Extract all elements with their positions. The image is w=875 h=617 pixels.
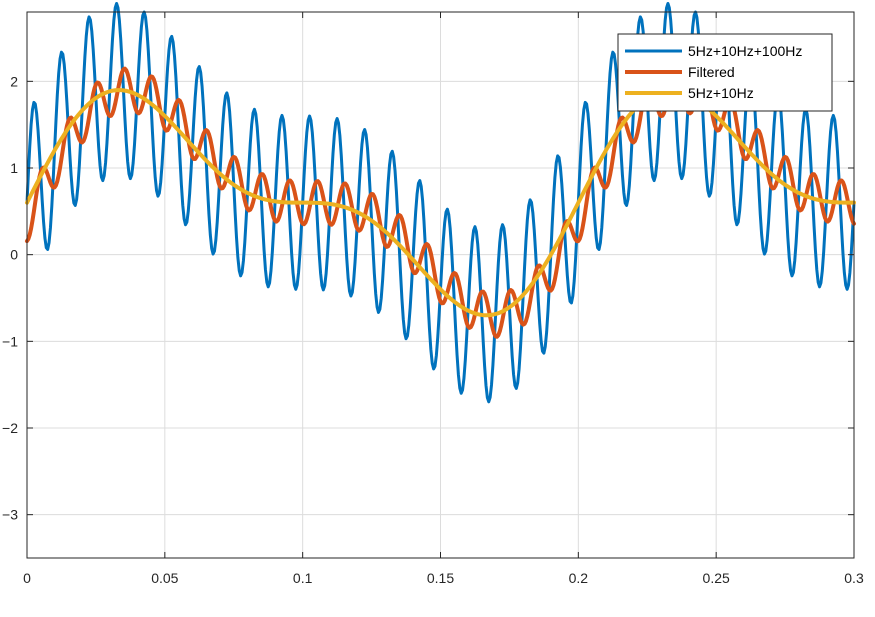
legend: 5Hz+10Hz+100Hz Filtered 5Hz+10Hz <box>617 33 833 112</box>
x-tick-label: 0 <box>23 570 31 586</box>
x-tick-label: 0.2 <box>569 570 589 586</box>
x-tick-label: 0.15 <box>427 570 454 586</box>
grid-lines <box>26 12 855 558</box>
x-tick-label: 0.05 <box>151 570 178 586</box>
x-tick-label: 0.1 <box>293 570 313 586</box>
x-tick-label: 0.25 <box>703 570 730 586</box>
y-tick-label: −3 <box>2 507 18 523</box>
series-line-2 <box>25 88 856 318</box>
axis-ticks: 0 0.05 0.1 0.15 0.2 0.25 0.3 −3 −2 −1 0 1 2 <box>2 12 864 586</box>
y-tick-label: −1 <box>2 333 18 349</box>
legend-label: 5Hz+10Hz <box>688 85 754 101</box>
y-tick-label: 1 <box>10 160 18 176</box>
legend-label: 5Hz+10Hz+100Hz <box>688 43 802 59</box>
x-tick-label: 0.3 <box>844 570 864 586</box>
data-series <box>25 1 856 404</box>
y-tick-label: −2 <box>2 420 18 436</box>
legend-label: Filtered <box>688 64 735 80</box>
series-line-1 <box>25 66 856 339</box>
y-tick-label: 2 <box>10 73 18 89</box>
y-tick-label: 0 <box>10 247 18 263</box>
